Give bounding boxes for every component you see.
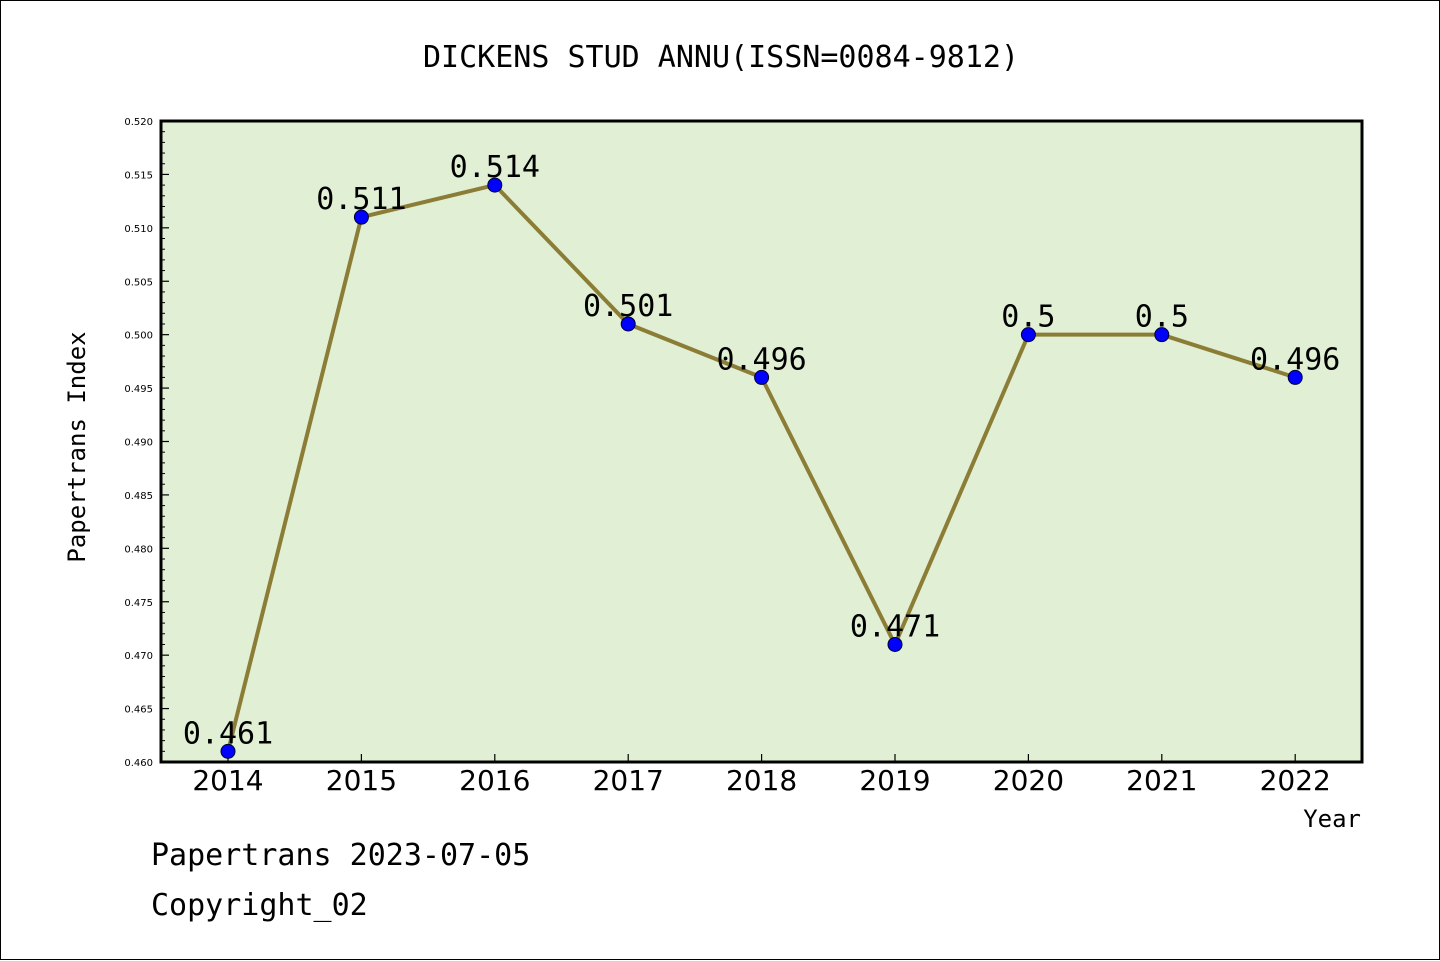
data-label: 0.5	[1135, 300, 1189, 335]
data-label: 0.461	[183, 716, 273, 751]
y-tick-label: 0.520	[124, 117, 153, 128]
x-tick-label: 2018	[726, 764, 797, 797]
data-label: 0.501	[583, 289, 673, 324]
y-tick-label: 0.465	[124, 705, 153, 716]
x-tick-label: 2017	[593, 764, 664, 797]
data-point	[487, 177, 503, 193]
data-label: 0.471	[850, 609, 940, 644]
y-tick-label: 0.470	[124, 651, 153, 662]
y-tick-label: 0.460	[124, 758, 153, 769]
y-tick-label: 0.500	[124, 331, 153, 342]
x-tick-label: 2014	[192, 764, 263, 797]
x-tick-label: 2021	[1126, 764, 1197, 797]
x-axis: 2014 2015 2016 2017 2018 2019 2020 2021 2022	[192, 754, 1331, 797]
data-point	[1287, 369, 1303, 385]
y-axis: 0.460 0.465 0.470 0.475 0.480 0.485 0.490 0.495…	[124, 117, 169, 769]
x-tick-label: 2019	[859, 764, 930, 797]
x-tick-label: 2020	[993, 764, 1064, 797]
data-point	[754, 369, 770, 385]
y-tick-label: 0.515	[124, 170, 153, 181]
data-label: 0.514	[450, 150, 540, 185]
data-point	[1154, 327, 1170, 343]
x-tick-label: 2015	[326, 764, 397, 797]
data-point	[887, 636, 903, 652]
y-tick-label: 0.510	[124, 224, 153, 235]
y-tick-label: 0.505	[124, 277, 153, 288]
data-point	[1020, 327, 1036, 343]
footer-copyright: Copyright_02	[151, 888, 368, 923]
data-label: 0.496	[1250, 342, 1340, 377]
data-label: 0.5	[1001, 300, 1055, 335]
y-axis-title: Papertrans Index	[63, 331, 91, 562]
x-axis-title: Year	[1303, 805, 1361, 833]
data-point	[353, 209, 369, 225]
data-point	[620, 316, 636, 332]
y-tick-label: 0.475	[124, 598, 153, 609]
y-tick-label: 0.495	[124, 384, 153, 395]
y-tick-label: 0.490	[124, 438, 153, 449]
y-tick-label: 0.485	[124, 491, 153, 502]
data-point	[220, 743, 236, 759]
data-label: 0.496	[716, 342, 806, 377]
markers-group	[220, 177, 1303, 759]
x-tick-label: 2016	[459, 764, 530, 797]
data-label: 0.511	[316, 182, 406, 217]
y-tick-label: 0.480	[124, 544, 153, 555]
x-tick-label: 2022	[1260, 764, 1331, 797]
data-labels-group: 0.461 0.511 0.514 0.501 0.496 0.471 0.5 0.5 0.49…	[183, 150, 1341, 751]
chart-title: DICKENS STUD ANNU(ISSN=0084-9812)	[423, 40, 1019, 75]
footer-date: Papertrans 2023-07-05	[151, 838, 530, 873]
plot-area	[159, 119, 1364, 764]
